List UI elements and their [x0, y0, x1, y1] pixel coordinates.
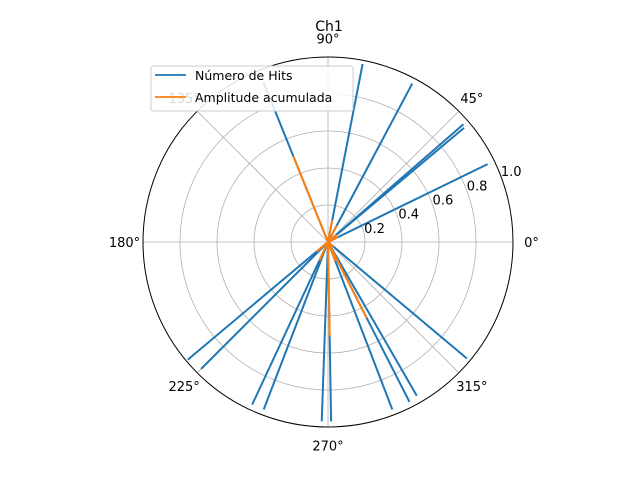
radial-tick-label: 1.0 [501, 165, 522, 180]
angle-tick-label: 90° [316, 33, 339, 48]
hits-spoke [320, 241, 329, 422]
angular-gridline [327, 241, 460, 374]
angle-tick-label: 45° [460, 92, 483, 107]
hits-spoke [187, 241, 329, 361]
hits-spoke [200, 241, 329, 370]
hits-spoke [327, 83, 414, 243]
radial-tick-label: 0.4 [398, 208, 419, 223]
legend-box [150, 65, 354, 112]
chart-title: Ch1 [315, 19, 343, 35]
hits-spoke [262, 241, 329, 410]
hits-spoke [327, 241, 468, 360]
hits-spoke [327, 163, 489, 243]
hits-spoke [327, 241, 394, 410]
hits-spoke [251, 241, 329, 406]
amplitude-spoke [327, 241, 331, 337]
angular-gridline [327, 110, 460, 243]
hits-spoke [327, 63, 364, 243]
amplitude-spoke [327, 220, 334, 243]
amplitude-spoke [316, 241, 329, 253]
amplitude-spoke [327, 241, 368, 319]
radial-tick-label: 0.2 [364, 222, 385, 237]
hits-spoke [327, 123, 465, 243]
hits-spoke [327, 241, 418, 397]
legend-label-amplitude: Amplitude acumulada [195, 90, 332, 105]
angle-tick-label: 225° [168, 380, 199, 395]
legend: Número de Hits Amplitude acumulada [150, 65, 354, 112]
radial-tick-label: 0.8 [467, 179, 488, 194]
amplitude-spoke [318, 241, 329, 261]
angle-tick-label: 315° [456, 380, 487, 395]
angle-tick-label: 270° [312, 440, 343, 455]
polar-frame [142, 56, 514, 428]
angular-gridline [196, 110, 329, 243]
amplitude-spoke [327, 241, 335, 248]
angle-tick-label: 0° [524, 236, 539, 251]
legend-label-hits: Número de Hits [195, 68, 293, 83]
radial-tick-label: 0.6 [433, 194, 454, 209]
amplitude-spoke [292, 155, 329, 243]
angle-tick-label: 180° [109, 236, 140, 251]
series-layer [187, 63, 489, 422]
